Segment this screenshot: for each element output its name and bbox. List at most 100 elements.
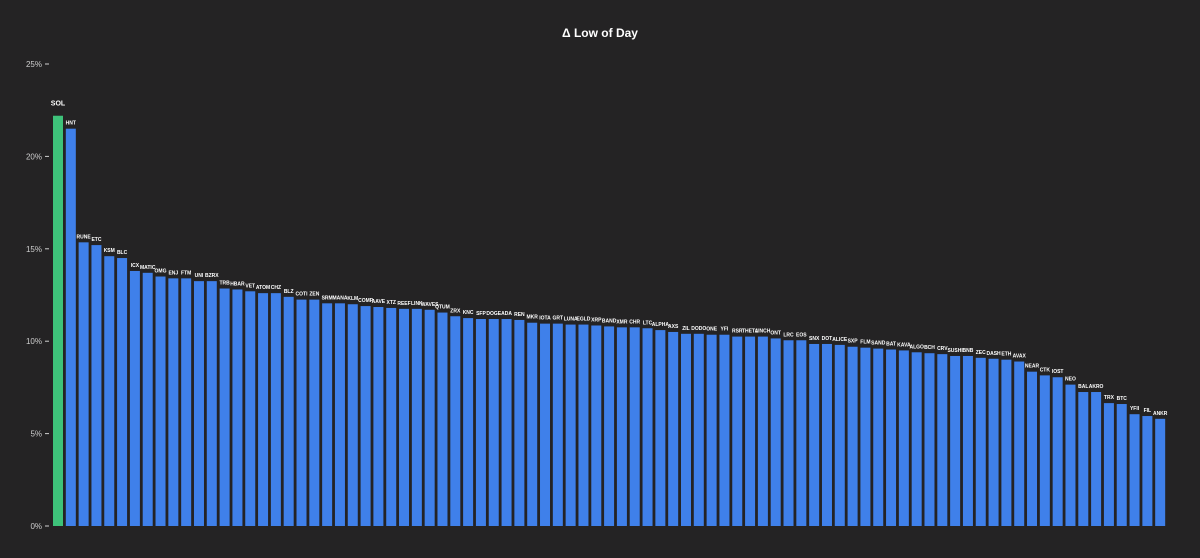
bar-iost (1052, 377, 1063, 526)
bar-xtz (386, 307, 397, 526)
bar-klm (347, 304, 358, 526)
bar-label-band: BAND (602, 318, 617, 324)
bar-hnt (65, 128, 76, 526)
bar-label-neo: NEO (1065, 377, 1076, 383)
bar-matic (142, 272, 153, 526)
bar-band (604, 326, 615, 526)
bar-coti (296, 299, 307, 526)
bar-label-mkr: MKR (526, 315, 538, 321)
bar-xmr (616, 327, 627, 526)
bar-label-1inch: 1INCH (755, 329, 770, 335)
bar-eos (796, 340, 807, 526)
bar-atom (258, 293, 269, 526)
bar-btc (1116, 404, 1127, 526)
bar-label-sxp: SXP (848, 339, 859, 345)
bar-ksm (104, 256, 115, 526)
bar-dash (988, 358, 999, 526)
bar-label-zil: ZIL (682, 326, 690, 332)
chart-title: Δ Low of Day (562, 26, 638, 40)
bar-zrx (450, 316, 461, 526)
bar-label-bat: BAT (886, 342, 896, 348)
bar-label-kava: KAVA (897, 342, 911, 348)
bar-label-chz: CHZ (271, 285, 281, 291)
bar-label-trx: TRX (1104, 395, 1115, 401)
bar-label-btc: BTC (1117, 396, 1128, 402)
bar-dodo (693, 333, 704, 526)
bar-ada (501, 319, 512, 526)
bar-label-ksm: KSM (104, 248, 115, 254)
bar-ctk (1039, 375, 1050, 526)
bar-label-omg: OMG (155, 269, 167, 275)
bar-label-ont: ONT (770, 330, 781, 336)
bar-chr (629, 327, 640, 526)
bar-axs (668, 331, 679, 526)
bar-label-hnt: HNT (66, 121, 76, 127)
bar-bnb (962, 355, 973, 526)
bar-label-fil: FIL (1144, 408, 1152, 414)
bar-blz (283, 296, 294, 526)
bar-aave (373, 307, 384, 526)
bar-theta (745, 336, 756, 526)
bar-rune (78, 242, 89, 526)
bar-zil (680, 333, 691, 526)
bar-label-dot: DOT (822, 336, 833, 342)
bar-label-comp: COMP (358, 298, 374, 304)
bar-label-matic: MATIC (140, 265, 156, 271)
bar-hbar (232, 289, 243, 526)
bar-label-ctk: CTK (1040, 367, 1051, 373)
bar-comp (360, 306, 371, 526)
bar-yfi (719, 334, 730, 526)
bar-trx (1103, 403, 1114, 526)
bar-label-snx: SNX (809, 336, 820, 342)
bar-sol (53, 115, 63, 527)
bar-icx (129, 270, 140, 526)
bar-bch (924, 353, 935, 526)
bar-label-sushi: SUSHI (947, 348, 963, 354)
bar-label-etc: ETC (91, 237, 101, 243)
bar-label-rune: RUNE (77, 234, 92, 240)
bar-flm (860, 347, 871, 526)
bar-fil (1142, 416, 1153, 526)
bar-one (706, 334, 717, 526)
bar-label-vet: VET (245, 283, 255, 289)
bar-label-one: ONE (706, 327, 718, 333)
bar-neo (1065, 384, 1076, 526)
bar-label-algo: ALGO (909, 344, 924, 350)
bar-label-grt: GRT (553, 316, 564, 322)
bar-label-zrx: ZRX (450, 308, 461, 314)
bar-label-blz: BLZ (284, 289, 294, 295)
bar-label-doge: DOGE (486, 311, 501, 317)
bar-label-avax: AVAX (1013, 354, 1027, 360)
bar-label-egld: EGLD (577, 317, 591, 323)
y-tick-label: 0% (30, 522, 42, 531)
y-tick-label: 25% (26, 60, 42, 69)
bar-label-axs: AXS (668, 324, 679, 330)
bar-label-akro: AKRO (1089, 384, 1104, 390)
bar-label-iota: IOTA (539, 316, 551, 322)
y-tick-label: 5% (30, 430, 42, 439)
bar-label-xmr: XMR (616, 319, 628, 325)
bar-label-chr: CHR (629, 319, 640, 325)
bar-label-alpha: ALPHA (652, 322, 670, 328)
bar-reef (399, 308, 410, 526)
bars (53, 115, 1166, 527)
bar-egld (578, 324, 589, 526)
bar-link (411, 308, 422, 526)
bar-label-zen: ZEN (309, 292, 319, 298)
bar-mkr (527, 322, 538, 526)
bar-label-qtum: QTUM (435, 305, 450, 311)
y-tick-label: 10% (26, 337, 42, 346)
bar-grt (552, 323, 563, 526)
bar-sfp (475, 319, 486, 526)
bar-label-dodo: DODO (691, 326, 706, 332)
bar-label-iost: IOST (1052, 369, 1064, 375)
bar-label-ankr: ANKR (1153, 411, 1168, 417)
bar-srm (322, 303, 333, 526)
bar-label-waves: WAVES (421, 302, 439, 308)
bar-enj (168, 278, 179, 526)
bar-label-luna: LUNA (564, 317, 578, 323)
bar-label-xrp: XRP (591, 317, 602, 323)
